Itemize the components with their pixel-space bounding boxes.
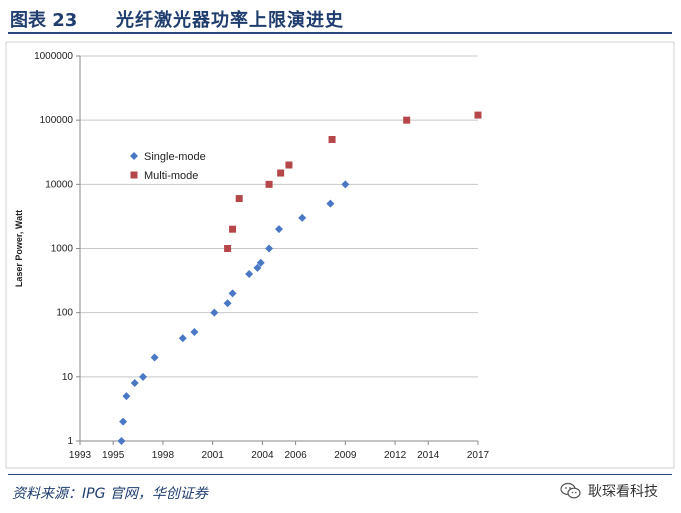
legend: Single-mode Multi-mode — [130, 151, 206, 182]
single-mode-point — [253, 263, 262, 272]
legend-label-multi-mode: Multi-mode — [144, 170, 198, 182]
single-mode-point — [119, 417, 128, 426]
multi-mode-point — [235, 195, 243, 203]
x-tick-labels: 1993 1995 1998 2001 2004 2006 2009 2012 2014 2017 — [69, 450, 490, 461]
single-mode-point — [150, 353, 159, 362]
figure-label: 图表 23 — [10, 10, 78, 31]
single-mode-point — [178, 334, 187, 343]
multi-mode-point — [224, 245, 232, 252]
y-tick-label: 100000 — [40, 115, 74, 126]
multi-mode-point — [229, 225, 237, 233]
y-tick-label: 1000000 — [34, 51, 73, 62]
single-mode-point — [265, 244, 274, 253]
x-tick-label: 1993 — [69, 450, 92, 461]
x-tick-label: 1995 — [102, 450, 125, 461]
figure-footer: 资料来源：IPG 官网，华创证券 耿琛看科技 — [8, 474, 672, 508]
single-mode-point — [190, 327, 199, 336]
x-tick-label: 2001 — [202, 450, 225, 461]
chart-frame — [5, 41, 675, 469]
single-mode-point — [122, 392, 131, 401]
x-tick-label: 2017 — [467, 450, 490, 461]
legend-marker-single-mode — [130, 152, 138, 160]
watermark: 耿琛看科技 — [560, 481, 658, 501]
legend-label-single-mode: Single-mode — [144, 151, 206, 163]
single-mode-point — [341, 180, 350, 189]
wechat-icon — [560, 482, 581, 499]
data-points — [117, 111, 482, 445]
multi-mode-point — [285, 161, 293, 169]
single-mode-point — [139, 372, 148, 381]
single-mode-point — [117, 437, 126, 445]
x-tick-label: 2004 — [251, 450, 274, 461]
multi-mode-point — [328, 135, 336, 143]
multi-mode-point — [277, 169, 285, 177]
legend-marker-multi-mode — [130, 171, 138, 179]
multi-mode-point — [474, 111, 482, 119]
y-tick-label: 10000 — [45, 179, 73, 190]
y-tick-label: 1000 — [51, 244, 74, 255]
chart-container: 1 10 100 1000 10000 100000 1000000 1993 1995 199… — [0, 40, 681, 470]
y-tick-labels: 1 10 100 1000 10000 100000 1000000 — [34, 51, 73, 447]
single-mode-point — [130, 379, 139, 388]
x-tick-label: 1998 — [152, 450, 175, 461]
multi-mode-point — [265, 180, 273, 188]
x-tick-label: 2006 — [284, 450, 307, 461]
single-mode-point — [210, 308, 219, 317]
multi-mode-point — [403, 116, 411, 124]
gridlines — [80, 55, 478, 378]
x-tick-label: 2012 — [384, 450, 407, 461]
single-mode-point — [326, 199, 335, 208]
y-tick-label: 10 — [62, 372, 74, 383]
y-tick-label: 100 — [56, 308, 73, 319]
single-mode-point — [245, 270, 254, 279]
single-mode-point — [228, 289, 237, 298]
watermark-text: 耿琛看科技 — [588, 484, 658, 500]
axes — [76, 55, 479, 445]
y-axis-label: Laser Power, Watt — [14, 210, 24, 287]
y-tick-label: 1 — [67, 436, 73, 447]
single-mode-point — [298, 213, 307, 222]
single-mode-point — [223, 299, 232, 308]
figure-title: 光纤激光器功率上限演进史 — [116, 10, 344, 31]
source-note: 资料来源：IPG 官网，华创证券 — [12, 486, 208, 502]
x-tick-label: 2014 — [417, 450, 440, 461]
x-tick-label: 2009 — [334, 450, 357, 461]
single-mode-point — [256, 258, 265, 267]
figure-header: 图表 23 光纤激光器功率上限演进史 — [8, 4, 672, 34]
single-mode-point — [275, 225, 283, 234]
